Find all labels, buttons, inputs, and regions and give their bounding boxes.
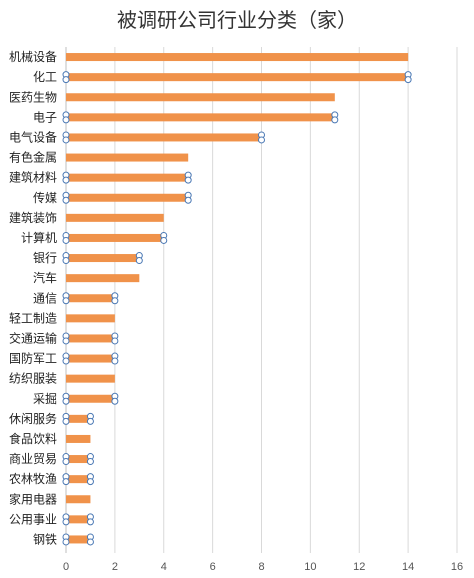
bar[interactable] bbox=[66, 233, 164, 242]
bar[interactable] bbox=[66, 475, 91, 484]
gridlines bbox=[65, 47, 458, 553]
selection-handle[interactable] bbox=[62, 518, 70, 526]
bar[interactable] bbox=[66, 334, 115, 343]
category-label: 有色金属 bbox=[9, 150, 57, 165]
x-tick-label: 12 bbox=[353, 561, 365, 573]
bar[interactable] bbox=[66, 73, 409, 82]
selection-handle[interactable] bbox=[62, 257, 70, 265]
category-label: 机械设备 bbox=[9, 49, 57, 64]
bar[interactable] bbox=[66, 113, 335, 122]
category-label: 休闲服务 bbox=[9, 411, 57, 426]
x-tick-label: 8 bbox=[258, 561, 264, 573]
selection-handle[interactable] bbox=[62, 538, 70, 546]
bar[interactable] bbox=[66, 193, 189, 202]
category-label: 汽车 bbox=[33, 270, 57, 285]
category-label: 钢铁 bbox=[33, 532, 57, 546]
category-label: 化工 bbox=[33, 70, 57, 84]
selection-handle[interactable] bbox=[62, 297, 70, 305]
category-label: 建筑材料 bbox=[9, 170, 57, 185]
category-label: 食品饮料 bbox=[9, 431, 57, 446]
selection-handle[interactable] bbox=[62, 458, 70, 466]
selection-handle[interactable] bbox=[184, 176, 192, 184]
x-tick-label: 14 bbox=[402, 561, 414, 573]
bar[interactable] bbox=[66, 294, 115, 303]
category-label: 建筑装饰 bbox=[9, 210, 57, 225]
bar[interactable] bbox=[66, 515, 91, 524]
selection-handle[interactable] bbox=[184, 196, 192, 204]
bar[interactable] bbox=[66, 53, 409, 62]
bar[interactable] bbox=[66, 314, 115, 323]
chart-title: 被调研公司行业分类（家） bbox=[117, 8, 357, 32]
bar[interactable] bbox=[66, 213, 164, 222]
bar[interactable] bbox=[66, 133, 262, 142]
category-label: 计算机 bbox=[21, 230, 57, 245]
x-tick-label: 2 bbox=[112, 561, 118, 573]
selection-handle[interactable] bbox=[86, 538, 94, 546]
x-axis-ticks: 0 2 4 6 8 10 12 14 16 bbox=[63, 561, 463, 573]
selection-handle[interactable] bbox=[62, 196, 70, 204]
bar[interactable] bbox=[66, 495, 91, 504]
x-tick-label: 16 bbox=[451, 561, 463, 573]
bar[interactable] bbox=[66, 394, 115, 403]
category-label: 通信 bbox=[33, 291, 57, 305]
selection-handle[interactable] bbox=[62, 76, 70, 84]
bar[interactable] bbox=[66, 535, 91, 544]
selection-handle[interactable] bbox=[111, 397, 119, 405]
x-tick-label: 4 bbox=[161, 561, 167, 573]
category-label: 轻工制造 bbox=[9, 311, 57, 325]
bar[interactable] bbox=[66, 153, 189, 162]
selection-handle[interactable] bbox=[62, 417, 70, 425]
selection-handle[interactable] bbox=[62, 136, 70, 144]
category-label: 交通运输 bbox=[9, 330, 57, 345]
category-label: 电子 bbox=[33, 110, 57, 124]
category-label: 国防军工 bbox=[9, 351, 57, 366]
category-label: 医药生物 bbox=[9, 90, 57, 104]
bar[interactable] bbox=[66, 254, 140, 263]
category-label: 银行 bbox=[33, 251, 57, 265]
category-label: 商业贸易 bbox=[9, 451, 57, 466]
bar[interactable] bbox=[66, 434, 91, 443]
selection-handle[interactable] bbox=[135, 257, 143, 265]
selection-handle[interactable] bbox=[160, 236, 168, 244]
category-label: 公用事业 bbox=[9, 512, 57, 526]
selection-handle[interactable] bbox=[86, 478, 94, 486]
category-label: 传媒 bbox=[33, 190, 57, 205]
selection-handle[interactable] bbox=[331, 116, 339, 124]
category-labels: 机械设备化工医药生物电子电气设备有色金属建筑材料传媒建筑装饰计算机银行汽车通信轻… bbox=[9, 49, 57, 546]
category-label: 电气设备 bbox=[9, 129, 57, 144]
selection-handle[interactable] bbox=[62, 397, 70, 405]
bar[interactable] bbox=[66, 93, 335, 102]
selection-handle[interactable] bbox=[62, 337, 70, 345]
bar[interactable] bbox=[66, 173, 189, 182]
selection-handle[interactable] bbox=[62, 176, 70, 184]
bar[interactable] bbox=[66, 354, 115, 363]
selection-handle[interactable] bbox=[62, 236, 70, 244]
category-label: 农林牧渔 bbox=[9, 472, 57, 486]
category-label: 纺织服装 bbox=[9, 372, 57, 386]
selection-handle[interactable] bbox=[86, 518, 94, 526]
selection-handle[interactable] bbox=[62, 116, 70, 124]
selection-handle[interactable] bbox=[111, 297, 119, 305]
selection-handle[interactable] bbox=[258, 136, 265, 144]
x-tick-label: 10 bbox=[304, 561, 316, 573]
x-tick-label: 6 bbox=[210, 561, 216, 573]
selection-handle[interactable] bbox=[86, 458, 94, 466]
selection-handle[interactable] bbox=[404, 76, 412, 84]
bar[interactable] bbox=[66, 274, 140, 283]
bar[interactable] bbox=[66, 414, 91, 423]
bar[interactable] bbox=[66, 455, 91, 464]
category-label: 采掘 bbox=[33, 391, 57, 406]
selection-handle[interactable] bbox=[86, 417, 94, 425]
bars bbox=[62, 53, 412, 546]
selection-handle[interactable] bbox=[62, 478, 70, 486]
category-label: 家用电器 bbox=[9, 491, 57, 506]
selection-handle[interactable] bbox=[111, 357, 119, 365]
bar[interactable] bbox=[66, 374, 115, 383]
x-tick-label: 0 bbox=[63, 561, 69, 573]
selection-handle[interactable] bbox=[62, 357, 70, 365]
selection-handle[interactable] bbox=[111, 337, 119, 345]
